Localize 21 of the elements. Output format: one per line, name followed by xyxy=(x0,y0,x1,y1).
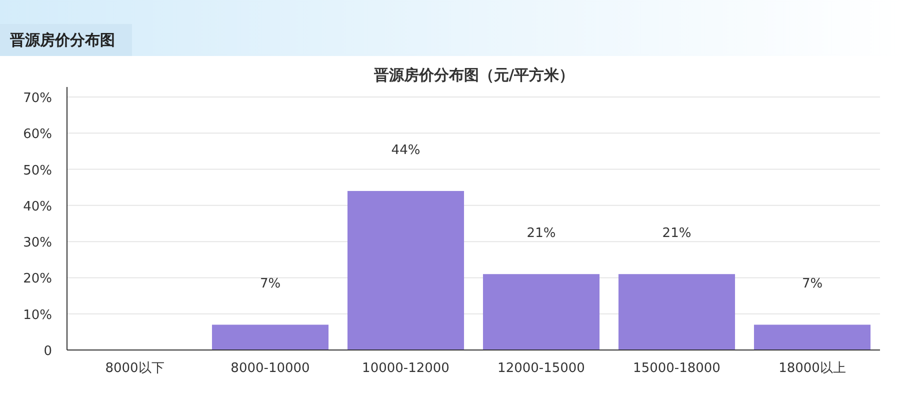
y-tick-label: 50% xyxy=(23,163,52,178)
y-tick-label: 0 xyxy=(44,344,52,359)
data-label: 44% xyxy=(391,142,420,158)
x-tick-label: 10000-12000 xyxy=(362,361,450,376)
y-tick-label: 20% xyxy=(23,272,52,287)
y-tick-label: 40% xyxy=(23,199,52,214)
y-tick-label: 60% xyxy=(23,127,52,142)
x-tick-label: 8000以下 xyxy=(105,361,164,376)
x-tick-label: 12000-15000 xyxy=(498,361,585,376)
y-tick-label: 10% xyxy=(23,308,52,323)
chart-title: 晋源房价分布图 xyxy=(9,31,115,49)
data-label: 7% xyxy=(260,276,281,292)
x-tick-label: 15000-18000 xyxy=(633,361,720,376)
x-tick-label: 8000-10000 xyxy=(230,361,310,376)
x-tick-label: 18000以上 xyxy=(778,361,846,376)
data-label: 21% xyxy=(662,226,692,242)
data-label: 21% xyxy=(526,226,556,242)
y-tick-label: 70% xyxy=(23,91,52,106)
data-label: 7% xyxy=(802,276,823,292)
y-tick-label: 30% xyxy=(23,236,52,251)
chart-subtitle: 晋源房价分布图（元/平方米） xyxy=(372,66,574,84)
